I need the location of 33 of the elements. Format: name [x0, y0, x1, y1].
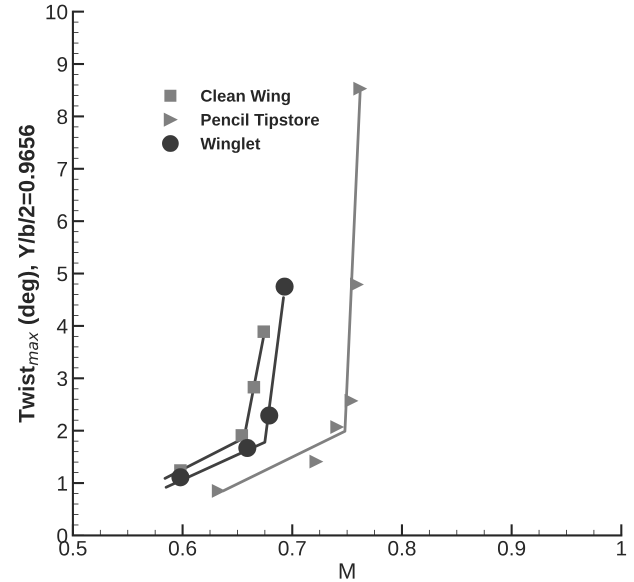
point — [309, 454, 324, 469]
x-tick-label: 0.7 — [278, 540, 306, 556]
point — [248, 380, 260, 394]
point — [276, 278, 294, 296]
y-tick-label: 6 — [58, 214, 68, 229]
y-tick-label: 10 — [46, 4, 68, 20]
y-tick-label: 9 — [57, 57, 68, 72]
legend-label: Pencil Tipstore — [202, 113, 319, 129]
point — [260, 406, 278, 425]
y-tick-label: 7 — [58, 162, 68, 176]
point — [212, 484, 226, 498]
x-tick-label: 0.6 — [168, 540, 196, 556]
point — [236, 429, 248, 442]
x-tick-label: 1 — [617, 541, 626, 556]
x-tick-label: 0.9 — [498, 540, 526, 556]
y-tick-label: 4 — [56, 319, 68, 334]
x-axis-title: M — [340, 563, 355, 579]
point — [171, 468, 190, 486]
point — [238, 438, 256, 457]
y-tick-label: 1 — [58, 476, 68, 491]
y-tick-label: 8 — [57, 109, 68, 124]
y-tick-label: 2 — [58, 424, 68, 438]
y-tick-label: 3 — [57, 371, 68, 386]
point — [330, 420, 344, 434]
y-tick-label: 5 — [57, 266, 68, 282]
y-axis-title: Twist$_{max}$ (deg), Y/b/2=0.9656 — [18, 125, 40, 423]
legend-label: Winglet — [200, 137, 260, 153]
point — [353, 82, 368, 96]
x-tick-label: 0.8 — [388, 540, 416, 556]
legend-label: Clean Wing — [201, 89, 290, 106]
point — [344, 394, 358, 408]
point — [350, 278, 364, 292]
point — [258, 325, 270, 338]
